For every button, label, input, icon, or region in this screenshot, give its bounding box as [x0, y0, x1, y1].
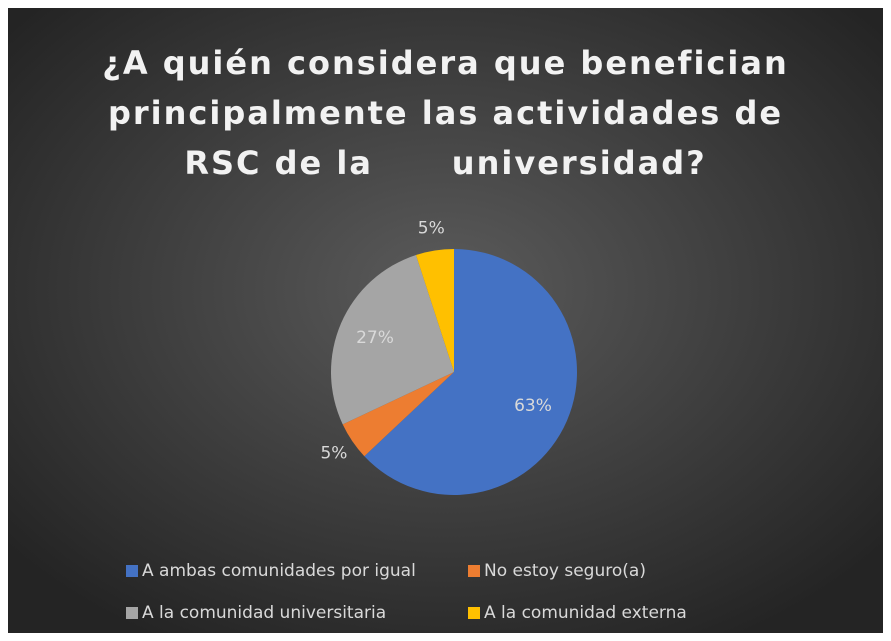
- legend-label: No estoy seguro(a): [484, 561, 646, 581]
- legend-label: A la comunidad externa: [484, 603, 687, 623]
- legend-swatch: [126, 607, 138, 619]
- pie-slice: [331, 255, 454, 425]
- data-label: 27%: [356, 328, 394, 348]
- data-label: 5%: [320, 444, 347, 464]
- pie-slice: [415, 249, 454, 372]
- legend-label: A ambas comunidades por igual: [142, 561, 416, 581]
- legend-swatch: [126, 565, 138, 577]
- data-label: 63%: [514, 396, 552, 416]
- chart-title: ¿A quién considera que benefician princi…: [102, 44, 802, 182]
- data-label: 5%: [418, 219, 445, 239]
- legend-swatch: [468, 565, 480, 577]
- legend-swatch: [468, 607, 480, 619]
- pie-slice: [364, 249, 577, 495]
- pie-slice: [342, 372, 454, 457]
- legend-label: A la comunidad universitaria: [142, 603, 386, 623]
